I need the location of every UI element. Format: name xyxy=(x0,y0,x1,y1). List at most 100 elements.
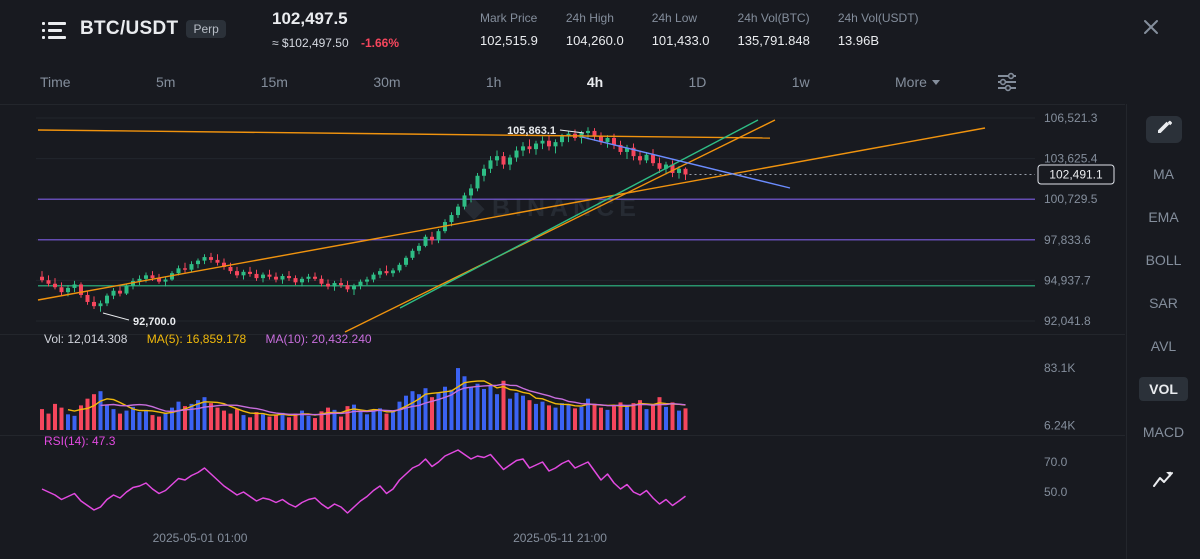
volume-bar xyxy=(163,412,168,430)
sidebar-item-boll[interactable]: BOLL xyxy=(1145,252,1182,268)
sidebar-item-macd[interactable]: MACD xyxy=(1142,424,1185,440)
close-icon[interactable] xyxy=(1142,18,1160,36)
volume-bar xyxy=(59,407,64,430)
volume-bar xyxy=(280,412,285,430)
candle-body xyxy=(176,268,181,274)
volume-bar xyxy=(449,389,454,430)
volume-bar xyxy=(215,407,220,430)
tab-5m[interactable]: 5m xyxy=(155,74,176,90)
price-axis-label: 92,041.8 xyxy=(1044,314,1091,328)
volume-bar xyxy=(664,406,668,430)
candle-body xyxy=(599,136,603,143)
stat-24h-low: 24h Low 101,433.0 xyxy=(651,11,710,48)
volume-bar xyxy=(625,405,629,430)
candle-body xyxy=(163,279,168,282)
sidebar-item-sar[interactable]: SAR xyxy=(1149,295,1178,311)
volume-bar xyxy=(40,409,44,430)
candle-body xyxy=(527,146,532,150)
volume-bar xyxy=(456,368,460,430)
pencil-icon xyxy=(1156,119,1172,140)
volume-bar xyxy=(176,401,181,430)
volume-bar xyxy=(638,400,642,430)
timeframe-bar: Time 5m 15m 30m 1h 4h 1D 1w More xyxy=(0,60,1125,105)
volume-bar xyxy=(72,415,77,430)
trend-line xyxy=(37,127,986,301)
volume-bar xyxy=(644,409,649,430)
price-chart[interactable]: 106,521.3 103,625.4 100,729.5 97,833.6 94,93… xyxy=(0,104,1125,559)
volume-bar xyxy=(495,394,499,430)
candle-body xyxy=(183,268,187,270)
tab-time[interactable]: Time xyxy=(40,74,71,90)
tab-1w[interactable]: 1w xyxy=(791,74,810,90)
candle-body xyxy=(248,271,252,274)
peak-annotation-leader xyxy=(559,129,585,134)
candle-body xyxy=(111,290,116,296)
binance-watermark: BINANCE xyxy=(492,194,641,222)
header: BTC/USDT Perp 102,497.5 ≈ $102,497.50 -1… xyxy=(0,0,1200,60)
tab-1d[interactable]: 1D xyxy=(688,74,707,90)
volume-bar xyxy=(560,403,564,430)
volume-bar xyxy=(410,391,415,430)
volume-bar xyxy=(488,385,493,430)
volume-bar xyxy=(209,403,213,430)
volume-bar xyxy=(586,398,590,430)
candle-body xyxy=(495,156,499,161)
candle-body xyxy=(92,301,96,307)
volume-bar xyxy=(287,417,291,430)
draw-tool-button[interactable] xyxy=(1145,116,1182,143)
volume-bar xyxy=(46,413,51,430)
chart-settings-icon[interactable] xyxy=(997,72,1017,92)
sidebar-item-ema[interactable]: EMA xyxy=(1148,209,1179,225)
volume-bar xyxy=(189,403,194,430)
candle-body xyxy=(105,295,109,304)
candle-body xyxy=(384,271,389,274)
volume-bar xyxy=(137,412,142,430)
time-axis-label: 2025-05-11 21:00 xyxy=(513,531,607,545)
volume-bar xyxy=(534,403,538,430)
candle-body xyxy=(553,142,558,147)
candle-body xyxy=(254,273,259,279)
candle-body xyxy=(358,281,363,286)
volume-bar xyxy=(85,398,90,430)
low-annotation-leader xyxy=(102,312,130,321)
candle-body xyxy=(157,278,161,282)
candle-body xyxy=(469,188,473,196)
volume-bar xyxy=(131,406,135,430)
candle-body xyxy=(378,271,382,275)
menu-icon[interactable] xyxy=(42,20,66,40)
more-dropdown[interactable]: More xyxy=(895,74,940,90)
time-axis-label: 2025-05-01 01:00 xyxy=(153,531,248,545)
sidebar-item-ma[interactable]: MA xyxy=(1153,166,1174,182)
candle-body xyxy=(664,164,668,169)
volume-bar xyxy=(261,414,265,430)
tab-1h[interactable]: 1h xyxy=(485,74,502,90)
tab-15m[interactable]: 15m xyxy=(260,74,288,90)
tab-30m[interactable]: 30m xyxy=(373,74,401,90)
sidebar-item-vol[interactable]: VOL xyxy=(1139,377,1188,401)
candle-body xyxy=(137,278,142,281)
volume-bar xyxy=(469,387,473,430)
candle-body xyxy=(144,275,148,279)
sidebar-item-avl[interactable]: AVL xyxy=(1150,338,1177,354)
ticker-stats: Mark Price 102,515.9 24h High 104,260.0 … xyxy=(480,11,919,48)
candle-body xyxy=(267,274,272,277)
stat-24h-vol-btc: 24h Vol(BTC) 135,791.848 xyxy=(737,11,810,48)
volume-bar xyxy=(540,401,545,430)
volume-bar xyxy=(514,392,519,430)
candle-body xyxy=(300,278,304,283)
volume-bar xyxy=(105,404,109,430)
volume-bar xyxy=(501,380,506,430)
candle-body xyxy=(59,287,64,293)
indicator-chart-icon[interactable] xyxy=(1152,470,1175,495)
candle-body xyxy=(475,175,480,189)
volume-ma5-line xyxy=(67,380,686,416)
volume-bar xyxy=(430,397,434,430)
tab-4h[interactable]: 4h xyxy=(586,74,604,90)
candle-body xyxy=(46,280,51,284)
candle-body xyxy=(410,250,415,258)
candle-body xyxy=(605,137,610,143)
volume-bar xyxy=(53,403,57,430)
volume-bar xyxy=(202,397,207,430)
symbol-title[interactable]: BTC/USDT xyxy=(80,18,179,39)
